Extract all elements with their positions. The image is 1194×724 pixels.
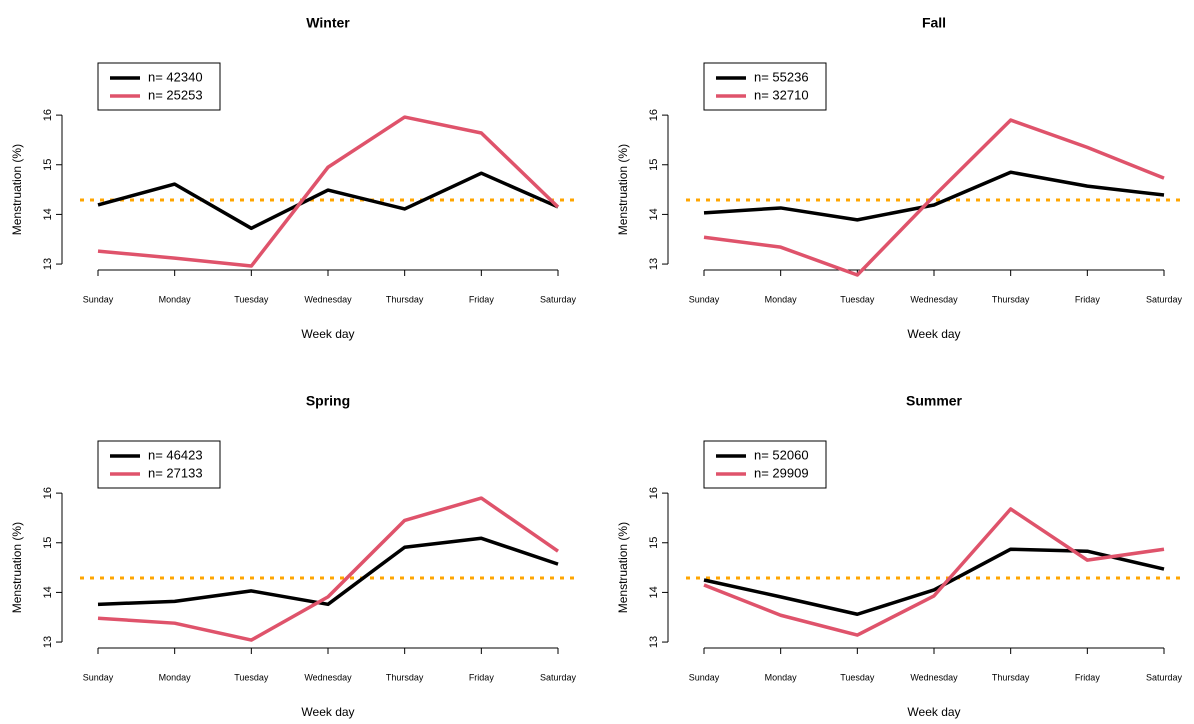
- legend-label: n= 32710: [754, 87, 809, 102]
- x-tick-label: Monday: [765, 672, 798, 682]
- series-line: [97, 536, 559, 607]
- x-tick-label: Tuesday: [840, 294, 875, 304]
- x-tick-label: Sunday: [83, 672, 114, 682]
- x-tick-label: Thursday: [992, 294, 1030, 304]
- x-tick-label: Saturday: [1146, 294, 1183, 304]
- legend-box: [703, 440, 827, 489]
- x-tick-label: Tuesday: [840, 672, 875, 682]
- legend-label: n= 25253: [148, 87, 203, 102]
- legend-label: n= 42340: [148, 69, 203, 84]
- series-line: [703, 547, 1165, 617]
- panel-title: Summer: [906, 393, 963, 409]
- y-axis-label: Menstruation (%): [616, 144, 630, 235]
- x-tick-label: Thursday: [386, 672, 424, 682]
- x-tick-label: Monday: [159, 294, 192, 304]
- y-tick-label: 15: [42, 159, 54, 171]
- y-tick-label: 15: [648, 159, 660, 171]
- x-tick-label: Sunday: [83, 294, 114, 304]
- x-tick-label: Saturday: [1146, 672, 1183, 682]
- panel: Spring Week day Menstruation (%) 13 14 15 16 Su…: [10, 393, 576, 719]
- y-tick-label: 15: [648, 537, 660, 549]
- legend-box: [97, 440, 221, 489]
- y-tick-label: 16: [42, 487, 54, 499]
- legend-label: n= 46423: [148, 447, 203, 462]
- y-tick-label: 15: [42, 537, 54, 549]
- y-tick-label: 14: [42, 208, 54, 220]
- y-tick-label: 14: [42, 586, 54, 598]
- series-line: [97, 496, 559, 642]
- x-tick-label: Wednesday: [304, 294, 352, 304]
- legend-box: [703, 62, 827, 111]
- y-tick-label: 16: [648, 487, 660, 499]
- x-tick-label: Wednesday: [910, 672, 958, 682]
- y-tick-label: 13: [648, 636, 660, 648]
- legend-box: [97, 62, 221, 111]
- x-tick-label: Saturday: [540, 672, 577, 682]
- x-tick-label: Wednesday: [304, 672, 352, 682]
- series-line: [703, 170, 1165, 222]
- x-tick-label: Thursday: [386, 294, 424, 304]
- y-tick-label: 13: [42, 258, 54, 270]
- x-tick-label: Friday: [1075, 294, 1101, 304]
- x-axis-label: Week day: [301, 705, 354, 719]
- panel: Summer Week day Menstruation (%) 13 14 15 16 Su…: [616, 393, 1182, 719]
- panel-title: Spring: [306, 393, 350, 409]
- x-tick-label: Friday: [469, 294, 495, 304]
- y-tick-label: 14: [648, 586, 660, 598]
- x-tick-label: Sunday: [689, 294, 720, 304]
- y-tick-label: 13: [648, 258, 660, 270]
- panel-title: Winter: [306, 15, 350, 31]
- series-line: [97, 171, 559, 231]
- y-axis-label: Menstruation (%): [616, 522, 630, 613]
- x-tick-label: Friday: [469, 672, 495, 682]
- legend-label: n= 29909: [754, 465, 809, 480]
- y-tick-label: 16: [42, 109, 54, 121]
- x-tick-label: Tuesday: [234, 672, 269, 682]
- x-axis-label: Week day: [907, 327, 960, 341]
- legend-label: n= 52060: [754, 447, 809, 462]
- x-axis-label: Week day: [301, 327, 354, 341]
- x-axis-label: Week day: [907, 705, 960, 719]
- x-tick-label: Wednesday: [910, 294, 958, 304]
- legend-label: n= 55236: [754, 69, 809, 84]
- panel: Winter Week day Menstruation (%) 13 14 15 16 Su…: [10, 15, 576, 341]
- panel-title: Fall: [922, 15, 946, 31]
- x-tick-label: Sunday: [689, 672, 720, 682]
- x-tick-label: Monday: [159, 672, 192, 682]
- series-line: [97, 115, 560, 268]
- x-tick-label: Thursday: [992, 672, 1030, 682]
- y-tick-label: 13: [42, 636, 54, 648]
- series-line: [703, 507, 1165, 637]
- series-line: [703, 118, 1165, 277]
- x-tick-label: Monday: [765, 294, 798, 304]
- x-tick-label: Tuesday: [234, 294, 269, 304]
- x-tick-label: Friday: [1075, 672, 1101, 682]
- panel: Fall Week day Menstruation (%) 13 14 15 16 Sund…: [616, 15, 1182, 341]
- y-tick-label: 14: [648, 208, 660, 220]
- y-axis-label: Menstruation (%): [10, 144, 24, 235]
- x-tick-label: Saturday: [540, 294, 577, 304]
- y-tick-label: 16: [648, 109, 660, 121]
- legend-label: n= 27133: [148, 465, 203, 480]
- y-axis-label: Menstruation (%): [10, 522, 24, 613]
